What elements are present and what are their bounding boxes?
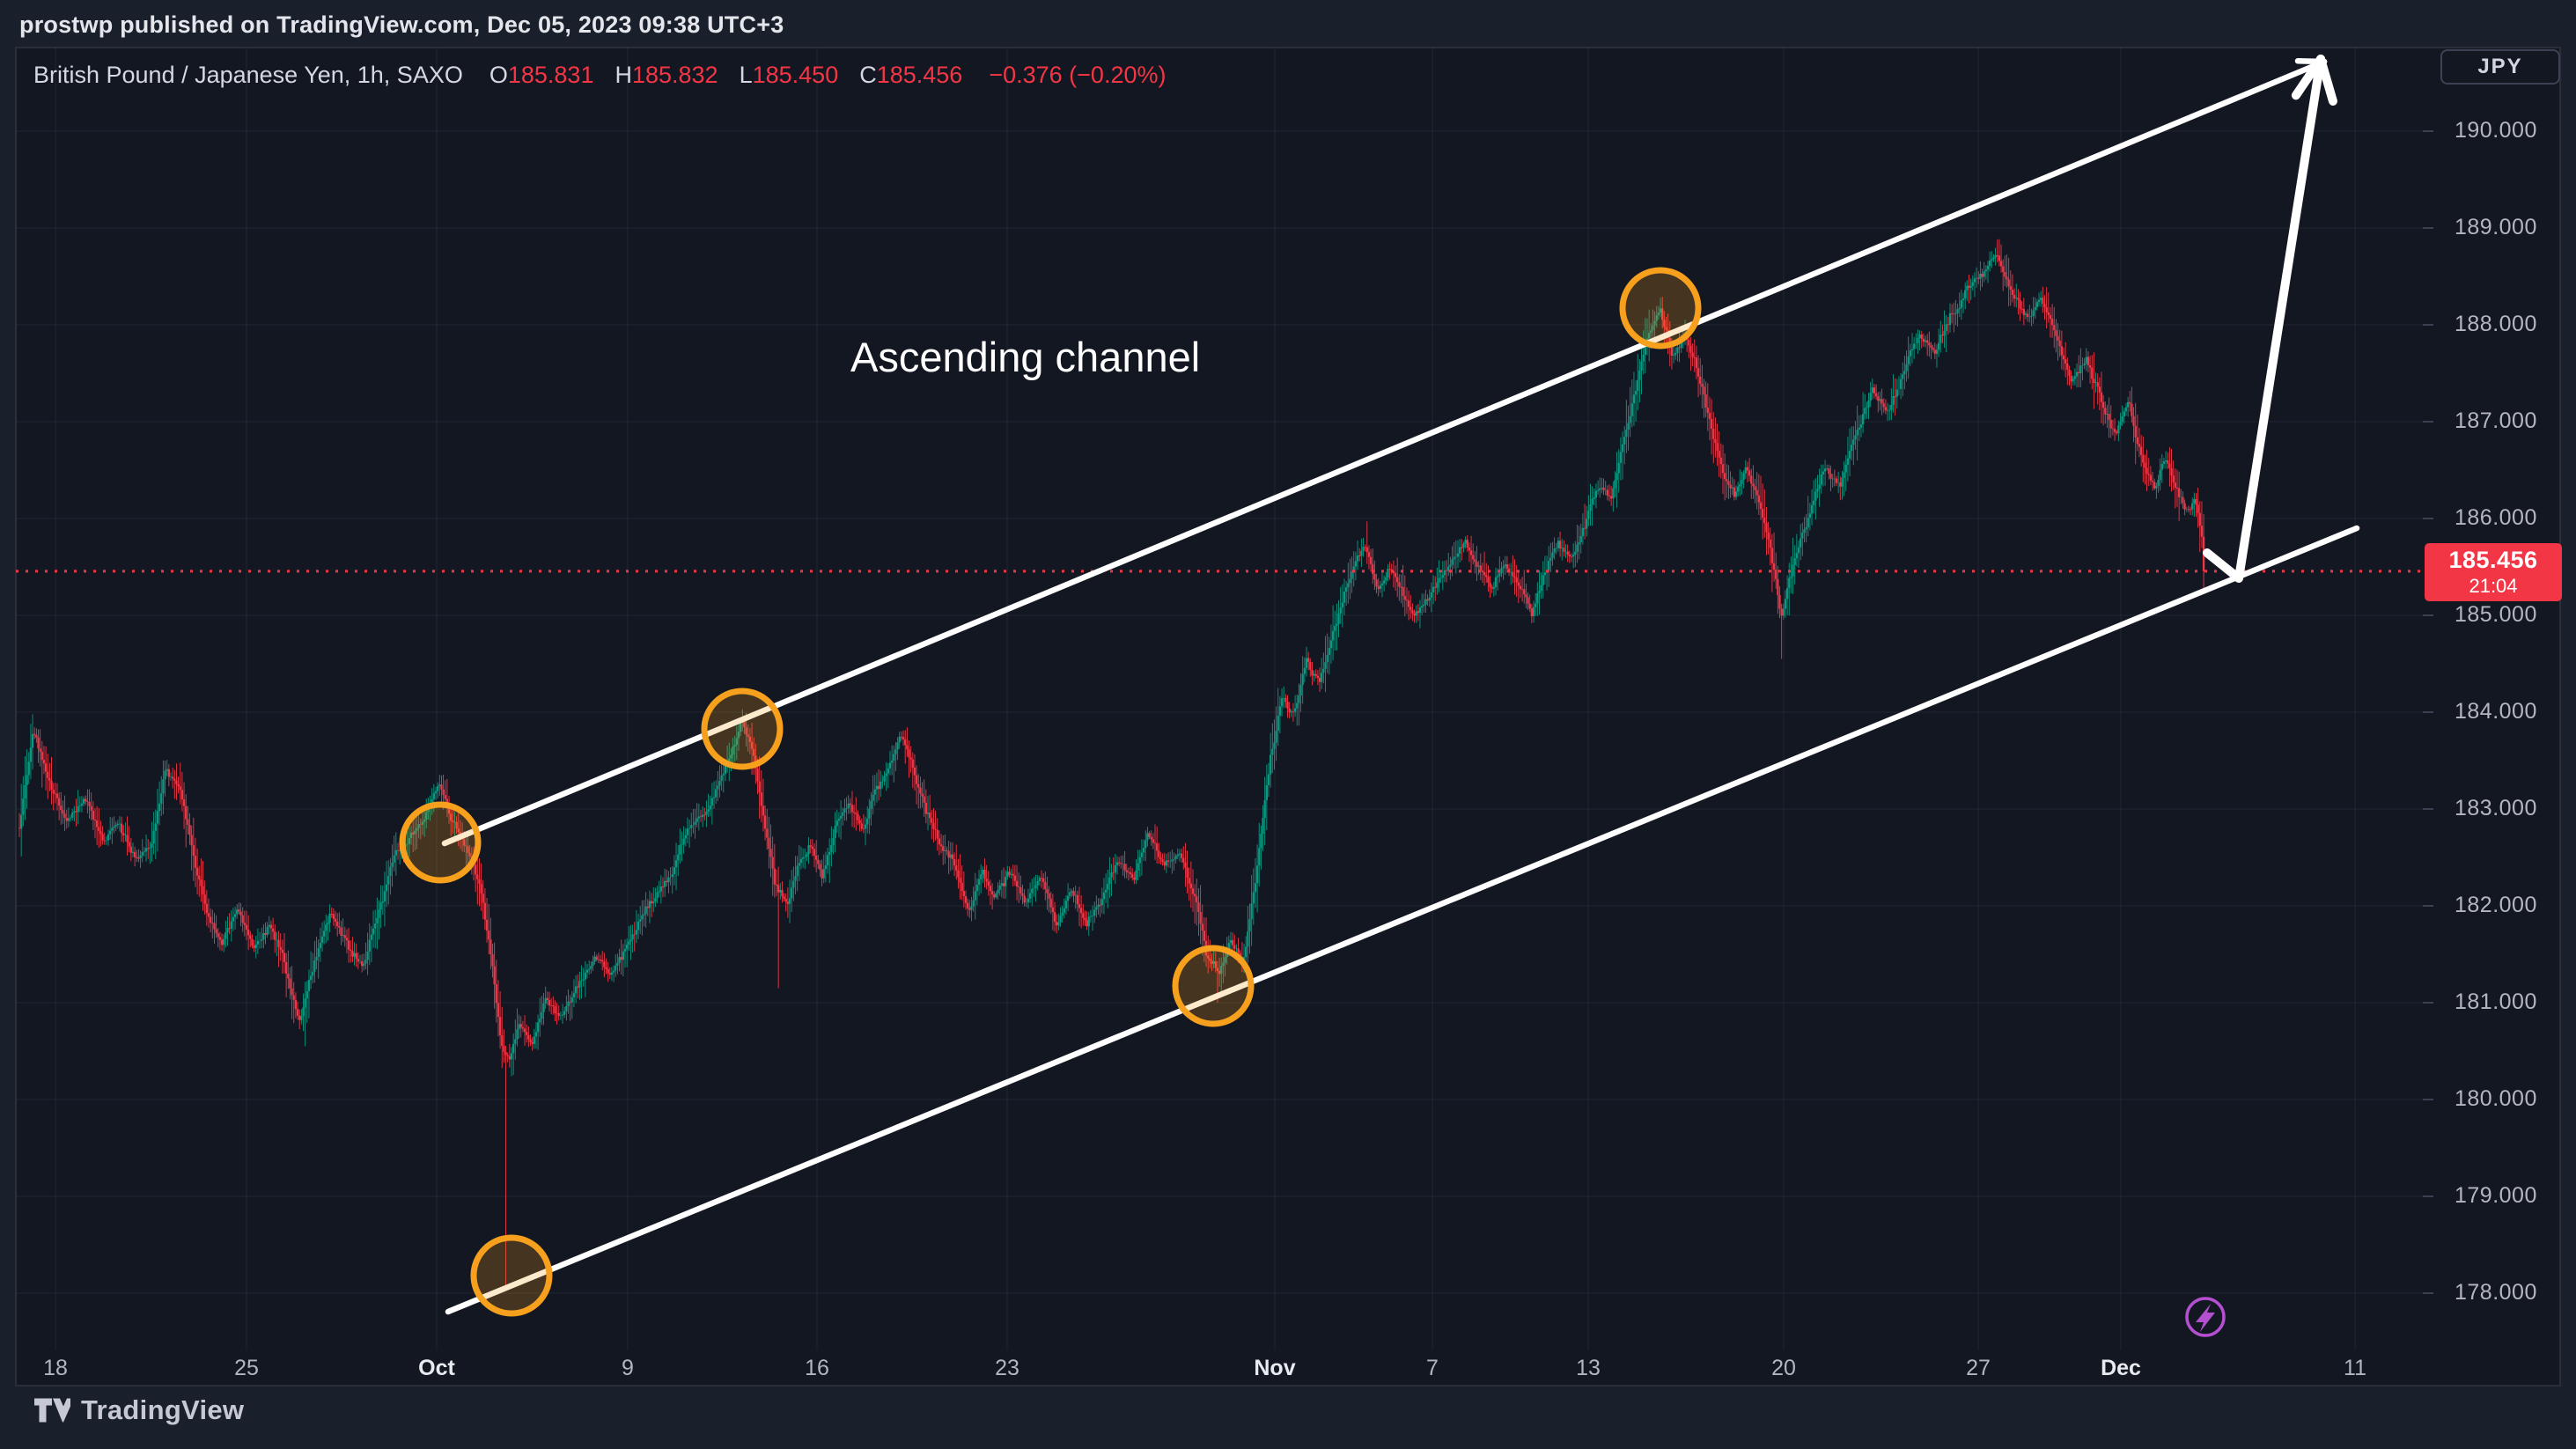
price-axis-label: 190.000 xyxy=(2455,117,2537,143)
tradingview-logo[interactable]: TradingView xyxy=(33,1394,244,1426)
ohlc-open: O185.831 xyxy=(489,62,594,88)
lightning-icon[interactable] xyxy=(2185,1297,2226,1337)
tradingview-logo-icon xyxy=(34,1398,70,1423)
time-axis-label: 13 xyxy=(1576,1356,1601,1380)
time-axis-label: 18 xyxy=(43,1356,68,1380)
tradingview-logo-text: TradingView xyxy=(81,1394,245,1425)
time-axis-label: Oct xyxy=(418,1356,455,1380)
chart-window xyxy=(15,47,2561,1386)
touch-point-circle[interactable] xyxy=(1619,267,1702,349)
symbol-legend[interactable]: British Pound / Japanese Yen, 1h, SAXO O… xyxy=(33,62,1166,89)
candles xyxy=(18,239,2205,1289)
price-axis-label: 183.000 xyxy=(2455,795,2537,820)
touch-point-circle[interactable] xyxy=(1172,945,1255,1027)
time-axis-label: 16 xyxy=(805,1356,829,1380)
price-axis-label: 185.000 xyxy=(2455,601,2537,627)
time-axis-label: 25 xyxy=(234,1356,259,1380)
price-axis-label: 186.000 xyxy=(2455,504,2537,530)
ohlc-low: L185.450 xyxy=(739,62,839,88)
price-axis-label: 180.000 xyxy=(2455,1085,2537,1111)
bar-countdown: 21:04 xyxy=(2469,575,2518,597)
symbol-title: British Pound / Japanese Yen, 1h, SAXO xyxy=(33,62,463,88)
ohlc-high: H185.832 xyxy=(615,62,718,88)
price-axis-label: 184.000 xyxy=(2455,698,2537,724)
touch-point-circle[interactable] xyxy=(399,801,482,884)
publication-info: prostwp published on TradingView.com, De… xyxy=(19,11,784,38)
price-axis-ticks xyxy=(2423,130,2433,1294)
touch-point-circles[interactable] xyxy=(399,267,1702,1317)
channel-annotation-label[interactable]: Ascending channel xyxy=(850,334,1201,380)
ohlc-close: C185.456 xyxy=(859,62,963,88)
price-axis-label: 181.000 xyxy=(2455,989,2537,1014)
price-change: −0.376 (−0.20%) xyxy=(989,62,1167,88)
time-axis-label: 23 xyxy=(995,1356,1019,1380)
current-price-value: 185.456 xyxy=(2448,547,2538,573)
time-axis-label: 9 xyxy=(622,1356,634,1380)
time-axis-label: Nov xyxy=(1254,1356,1296,1380)
price-axis-label: 178.000 xyxy=(2455,1279,2537,1305)
currency-button[interactable]: JPY xyxy=(2440,49,2560,85)
touch-point-circle[interactable] xyxy=(701,688,784,770)
price-axis-label: 187.000 xyxy=(2455,408,2537,433)
price-axis-label: 188.000 xyxy=(2455,311,2537,336)
price-axis-label: 182.000 xyxy=(2455,892,2537,917)
price-axis-label: 179.000 xyxy=(2455,1182,2537,1208)
time-axis-label: 11 xyxy=(2344,1356,2366,1380)
time-axis-label: Dec xyxy=(2101,1356,2141,1380)
projection-arrow[interactable] xyxy=(2203,55,2337,583)
touch-point-circle[interactable] xyxy=(470,1234,553,1317)
time-axis-label: 20 xyxy=(1771,1356,1796,1380)
current-price-tag: 185.456 21:04 xyxy=(2425,543,2562,601)
channel-lower-trendline[interactable] xyxy=(445,525,2360,1315)
time-axis-label: 7 xyxy=(1426,1356,1439,1380)
time-axis-label: 27 xyxy=(1966,1356,1991,1380)
price-axis-label: 189.000 xyxy=(2455,214,2537,239)
